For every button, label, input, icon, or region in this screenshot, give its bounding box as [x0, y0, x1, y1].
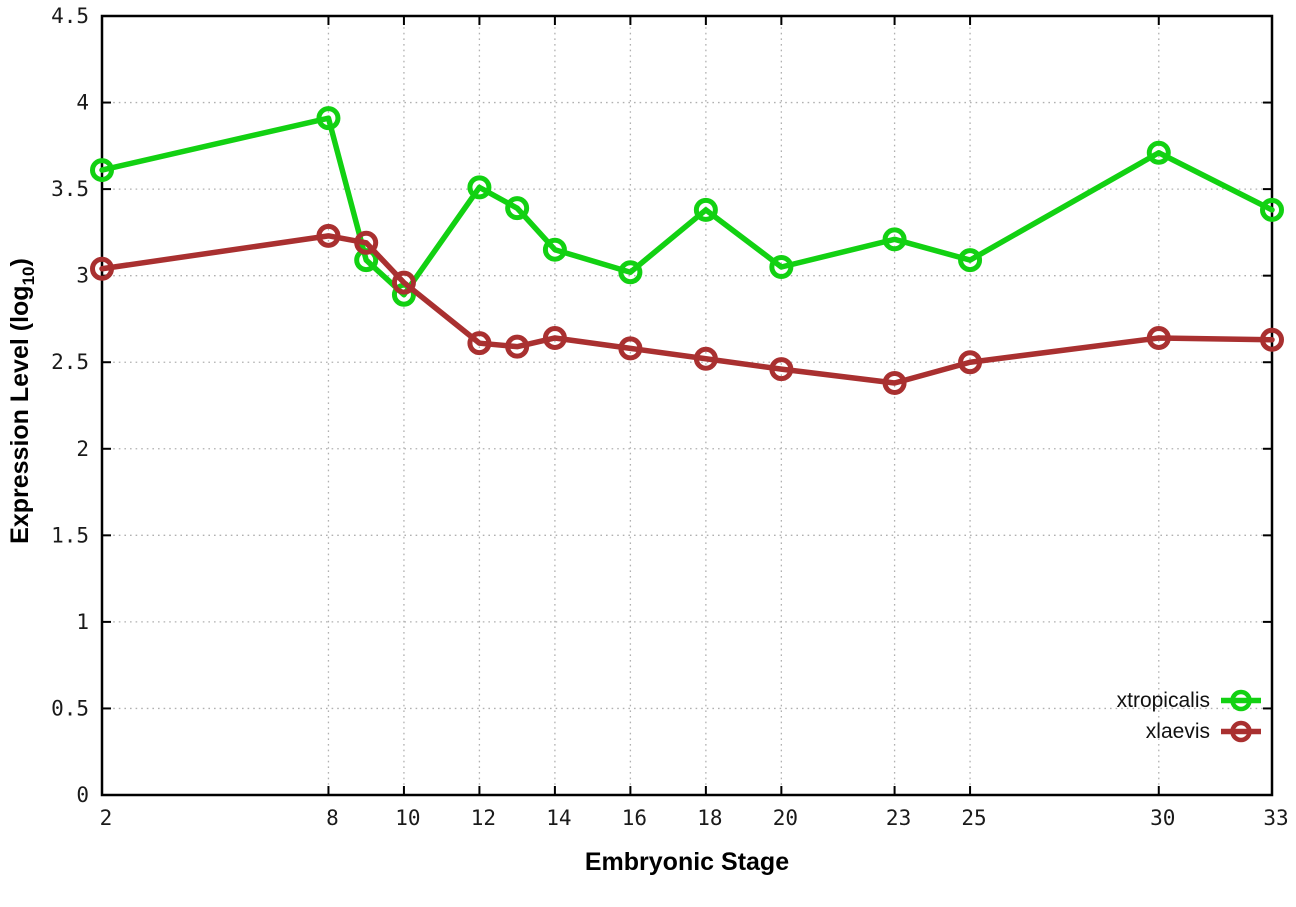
x-tick-label: 10 [395, 806, 420, 830]
data-point-xlaevis [958, 350, 983, 375]
data-point-xtropicalis [542, 237, 567, 262]
x-tick-label: 16 [622, 806, 647, 830]
x-tick-label: 25 [961, 806, 986, 830]
data-point-xlaevis [542, 325, 567, 350]
data-point-xlaevis [505, 334, 530, 359]
x-tick-label: 12 [471, 806, 496, 830]
data-point-xtropicalis [316, 106, 341, 131]
data-point-xtropicalis [769, 255, 794, 280]
data-point-xlaevis [769, 357, 794, 382]
y-tick-label: 0 [76, 783, 89, 807]
data-point-xlaevis [618, 336, 643, 361]
y-axis-title-text: Expression Level (log [6, 285, 34, 544]
data-point-xtropicalis [467, 175, 492, 200]
data-point-xlaevis [354, 230, 379, 255]
data-point-xlaevis [316, 223, 341, 248]
data-point-xlaevis [882, 370, 907, 395]
data-point-xlaevis [90, 256, 114, 281]
y-axis-title-subscript: 10 [19, 266, 38, 286]
x-tick-label: 8 [326, 806, 339, 830]
data-point-xlaevis [693, 346, 718, 371]
data-point-xtropicalis [958, 248, 983, 273]
y-axis-title-close: ) [6, 258, 34, 267]
x-tick-label: 30 [1150, 806, 1175, 830]
y-tick-label: 4.5 [51, 4, 89, 28]
x-tick-label: 33 [1263, 806, 1288, 830]
x-tick-label: 14 [546, 806, 571, 830]
plot-border [100, 14, 1274, 797]
data-point-xtropicalis [882, 227, 907, 252]
data-point-xlaevis [467, 331, 492, 356]
y-tick-label: 3.5 [51, 177, 89, 201]
y-axis-title: Expression Level (log10) [6, 141, 40, 661]
line-point-icon [1221, 720, 1261, 743]
y-tick-label: 1 [76, 610, 89, 634]
data-point-xtropicalis [505, 196, 530, 221]
y-tick-label: 2 [76, 437, 89, 461]
legend-item-xtropicalis: xtropicalis [1117, 686, 1262, 715]
data-point-xlaevis [1146, 325, 1171, 350]
series-line-xtropicalis [99, 115, 1275, 298]
x-tick-label: 2 [100, 806, 113, 830]
y-tick-label: 4 [76, 91, 89, 115]
x-tick-label: 23 [886, 806, 911, 830]
data-point-xtropicalis [1260, 197, 1284, 222]
data-point-xtropicalis [90, 158, 114, 183]
x-tick-label: 18 [697, 806, 722, 830]
data-point-xlaevis [391, 270, 416, 295]
data-point-xtropicalis [693, 197, 718, 222]
data-point-xlaevis [1260, 327, 1284, 352]
x-axis-title: Embryonic Stage [584, 848, 790, 876]
data-point-xtropicalis [1146, 140, 1171, 165]
y-tick-label: 0.5 [51, 696, 89, 720]
legend-label-xlaevis: xlaevis [1145, 720, 1210, 743]
legend-label-xtropicalis: xtropicalis [1116, 689, 1210, 712]
x-tick-label: 20 [773, 806, 798, 830]
y-tick-label: 2.5 [51, 350, 89, 374]
data-point-xtropicalis [618, 260, 643, 285]
series-line-xlaevis [99, 233, 1275, 386]
legend-item-xlaevis: xlaevis [1117, 717, 1262, 746]
legend: xtropicalis xlaevis [1117, 686, 1262, 746]
y-tick-label: 3 [76, 264, 89, 288]
line-point-icon [1221, 689, 1261, 712]
y-tick-label: 1.5 [51, 523, 89, 547]
